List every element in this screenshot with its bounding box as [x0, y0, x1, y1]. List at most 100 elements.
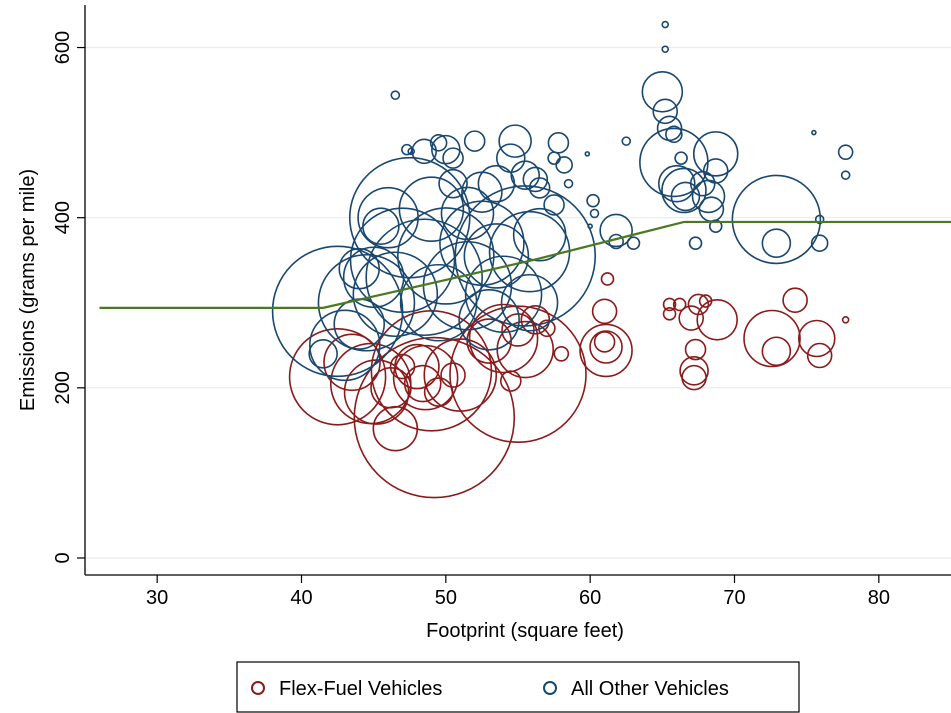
x-axis-title: Footprint (square feet) — [426, 620, 624, 642]
bubble-s1-25 — [463, 130, 486, 152]
plot-marks — [99, 20, 951, 499]
bubble-s1-63 — [708, 219, 723, 233]
bubble-s1-10 — [397, 207, 495, 305]
bubble-s1-75 — [308, 339, 338, 369]
bubble-s1-20 — [440, 186, 495, 241]
bubble-s1-26 — [431, 134, 461, 165]
x-tick-label-40: 40 — [290, 587, 312, 609]
bubble-s0-22 — [579, 323, 633, 378]
bubble-s1-55 — [661, 20, 670, 29]
bubble-s1-65 — [761, 228, 792, 259]
bubble-s1-32 — [510, 160, 541, 190]
bubble-s1-62 — [702, 158, 729, 184]
bubble-s1-33 — [522, 166, 549, 193]
bubble-s1-51 — [657, 164, 696, 203]
bubble-s1-61 — [692, 131, 739, 177]
bubble-s0-36 — [696, 298, 738, 341]
bubble-s0-17 — [520, 304, 551, 335]
bubble-s0-0 — [288, 327, 387, 426]
bubble-s0-3 — [323, 333, 381, 392]
bubble-s1-9 — [365, 218, 483, 337]
bubble-s0-9 — [394, 343, 440, 390]
y-tick-label-200: 200 — [52, 371, 74, 404]
bubble-s1-66 — [811, 129, 817, 136]
bubble-s1-46 — [641, 70, 684, 113]
bubble-s1-40 — [586, 193, 600, 208]
bubble-s1-18 — [488, 210, 571, 293]
bubble-s1-22 — [477, 164, 516, 203]
bubble-s1-37 — [555, 156, 573, 174]
bubble-s1-31 — [407, 147, 415, 156]
bubble-s1-77 — [543, 194, 565, 216]
bubble-s1-71 — [500, 273, 559, 332]
bubble-s1-19 — [398, 176, 465, 242]
bubble-s0-27 — [662, 297, 677, 312]
bubble-s0-33 — [678, 305, 705, 331]
bubble-s0-24 — [593, 331, 616, 353]
bubble-s1-30 — [401, 143, 413, 156]
bubble-s1-76 — [362, 207, 400, 245]
bubble-s1-43 — [599, 213, 633, 248]
bubble-s1-57 — [688, 236, 703, 251]
bubble-s1-68 — [810, 234, 829, 253]
bubble-s0-21 — [553, 346, 570, 362]
bubble-s0-38 — [761, 336, 792, 367]
legend-box — [236, 661, 800, 713]
bubble-s1-27 — [442, 147, 464, 169]
bubble-s1-42 — [587, 223, 593, 229]
bubble-s0-30 — [679, 356, 709, 386]
bubble-s1-45 — [626, 236, 641, 251]
bubble-s1-36 — [547, 151, 561, 165]
legend-label-other: All Other Vehicles — [571, 678, 729, 700]
legend-marker-flex-fuel — [251, 681, 265, 695]
bubble-s1-47 — [652, 98, 679, 125]
bubble-s1-69 — [837, 144, 854, 160]
bubble-s0-10 — [403, 364, 442, 403]
bubble-s0-16 — [496, 320, 555, 379]
bubble-s1-14 — [463, 223, 530, 289]
bubble-s1-73 — [338, 247, 381, 290]
legend-label-flex-fuel: Flex-Fuel Vehicles — [279, 678, 442, 700]
bubble-s0-23 — [589, 330, 623, 364]
bubble-s0-29 — [672, 297, 687, 312]
bubble-s1-2 — [308, 309, 381, 382]
bubble-s0-25 — [591, 298, 618, 325]
y-tick-label-400: 400 — [52, 201, 74, 234]
bubble-s0-12 — [440, 362, 466, 388]
bubble-s0-40 — [797, 319, 836, 358]
bubble-s1-70 — [840, 170, 851, 180]
y-tick-label-600: 600 — [52, 31, 74, 64]
bubble-s0-37 — [743, 309, 801, 368]
bubble-s1-29 — [429, 134, 448, 152]
x-tick-label-30: 30 — [146, 587, 168, 609]
bubble-s0-31 — [681, 364, 707, 391]
bubble-s0-13 — [449, 305, 587, 444]
bubble-s1-74 — [458, 288, 520, 351]
bubble-s0-39 — [782, 287, 808, 314]
bubble-s1-53 — [674, 151, 688, 165]
bubble-s0-19 — [499, 370, 522, 392]
bubble-s1-59 — [691, 179, 726, 214]
bubble-s1-72 — [438, 168, 468, 199]
bubble-s1-15 — [464, 255, 543, 334]
bubble-s0-43 — [423, 338, 498, 412]
bubble-s1-78 — [563, 178, 574, 189]
legend-marker-other — [543, 681, 557, 695]
x-tick-label-80: 80 — [868, 587, 890, 609]
x-tick-label-60: 60 — [579, 587, 601, 609]
bubble-s1-3 — [352, 251, 439, 338]
bubble-s1-38 — [584, 151, 591, 157]
x-tick-label-70: 70 — [723, 587, 745, 609]
bubble-s1-5 — [333, 298, 386, 350]
bubble-s1-11 — [399, 263, 478, 342]
bubble-s0-26 — [600, 272, 615, 286]
bubble-s0-14 — [468, 303, 539, 374]
bubble-s1-49 — [665, 125, 683, 144]
bubble-s1-79 — [621, 136, 632, 146]
y-axis-title: Emissions (grams per mile) — [17, 169, 39, 411]
legend: Flex-Fuel Vehicles All Other Vehicles — [236, 661, 800, 713]
bubble-s0-5 — [372, 405, 419, 452]
y-tick-label-0: 0 — [52, 552, 74, 563]
x-tick-label-50: 50 — [435, 587, 457, 609]
bubble-s1-35 — [547, 132, 570, 154]
